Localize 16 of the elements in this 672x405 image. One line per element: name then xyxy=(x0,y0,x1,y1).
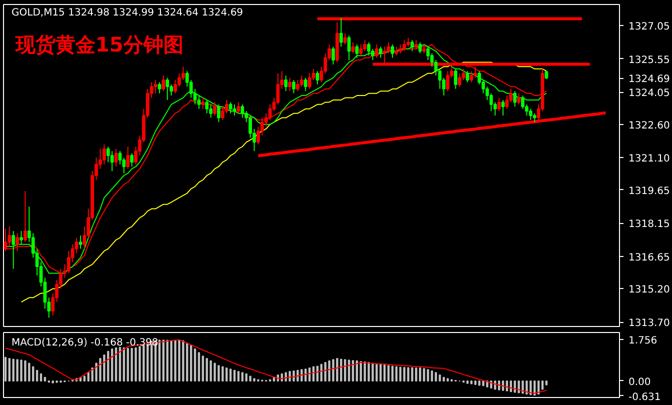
y-tick-label: 1315.20 xyxy=(628,284,670,296)
y-tick-label: 1325.55 xyxy=(628,54,670,66)
y-tick-label: 1319.65 xyxy=(628,186,670,197)
chart-title: GOLD,M15 1324.98 1324.99 1324.64 1324.69 xyxy=(12,8,244,18)
y-tick-label: 0.00 xyxy=(628,376,651,388)
y-tick-label: 1327.05 xyxy=(628,22,670,33)
y-tick-label: -0.631 xyxy=(628,392,661,403)
y-tick-label: 1318.15 xyxy=(628,219,670,230)
y-tick-label: 1322.60 xyxy=(628,120,670,132)
y-tick-label: 1.756 xyxy=(628,335,658,346)
y-tick-label: 1316.65 xyxy=(628,252,670,264)
y-tick-label: 1313.70 xyxy=(628,318,670,330)
y-tick-label: 1324.69 xyxy=(628,74,670,86)
y-tick-label: 1321.10 xyxy=(628,154,670,165)
y-tick-label: 1324.05 xyxy=(628,88,670,100)
annotation: 现货黄金15分钟图 xyxy=(14,32,184,56)
